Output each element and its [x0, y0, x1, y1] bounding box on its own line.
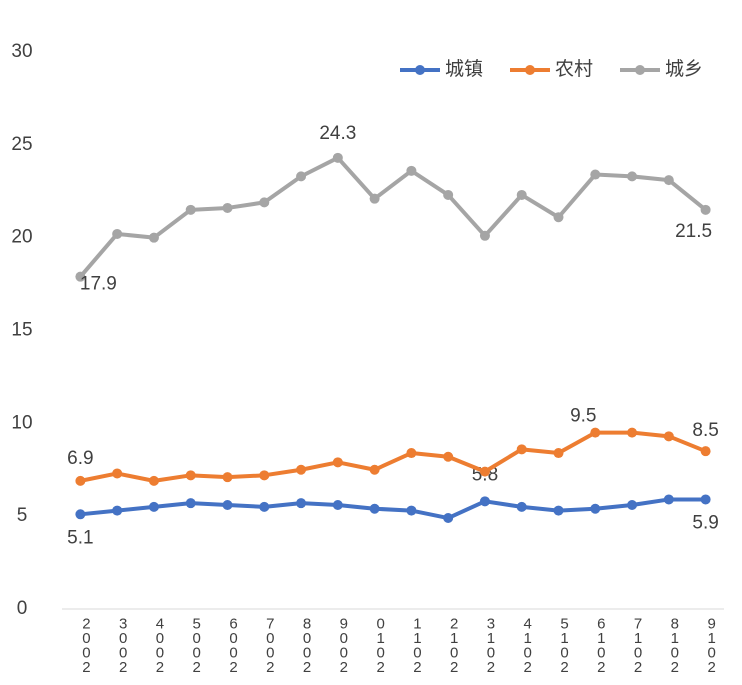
- data-label: 6.9: [67, 448, 93, 469]
- point: [663, 431, 674, 442]
- point: [259, 501, 270, 512]
- point: [332, 152, 343, 163]
- point: [369, 193, 380, 204]
- legend-label: 城乡: [665, 58, 703, 80]
- y-tick-label: 15: [11, 320, 32, 341]
- x-tick-label: 2009: [340, 615, 348, 676]
- x-tick-label: 2011: [413, 615, 421, 676]
- point: [296, 498, 307, 509]
- point: [75, 509, 86, 520]
- data-label: 24.3: [319, 123, 356, 144]
- point: [516, 189, 527, 200]
- point: [443, 189, 454, 200]
- point: [443, 451, 454, 462]
- data-label: 8.5: [692, 420, 718, 441]
- point: [369, 464, 380, 475]
- point: [112, 505, 123, 516]
- point: [185, 470, 196, 481]
- point: [222, 500, 233, 511]
- y-tick-label: 25: [11, 134, 32, 155]
- point: [185, 498, 196, 509]
- point: [553, 448, 564, 459]
- point: [406, 165, 417, 176]
- point: [406, 505, 417, 516]
- point: [590, 427, 601, 438]
- x-tick-label: 2013: [487, 615, 495, 676]
- x-tick-label: 2003: [119, 615, 127, 676]
- point: [700, 204, 711, 215]
- x-tick-label: 2008: [303, 615, 311, 676]
- point: [222, 202, 233, 213]
- legend-marker: [635, 65, 645, 75]
- x-tick-label: 2012: [450, 615, 458, 676]
- point: [627, 427, 638, 438]
- point: [590, 169, 601, 180]
- point: [516, 501, 527, 512]
- point: [553, 505, 564, 516]
- point: [700, 494, 711, 505]
- point: [332, 457, 343, 468]
- data-label: 5.9: [692, 512, 718, 533]
- point: [590, 503, 601, 514]
- point: [443, 513, 454, 524]
- legend-marker: [415, 65, 425, 75]
- x-tick-label: 2019: [707, 615, 715, 676]
- point: [516, 444, 527, 455]
- y-tick-label: 0: [17, 598, 28, 619]
- x-tick-label: 2002: [82, 615, 90, 676]
- x-tick-label: 2004: [156, 615, 164, 676]
- point: [75, 271, 86, 282]
- x-tick-label: 2016: [597, 615, 605, 676]
- point: [112, 228, 123, 239]
- series-line: [79, 430, 707, 483]
- point: [479, 230, 490, 241]
- x-tick-label: 2018: [671, 615, 679, 676]
- point: [148, 232, 159, 243]
- y-tick-label: 30: [11, 41, 32, 62]
- series-line: [78, 155, 707, 278]
- point: [369, 503, 380, 514]
- point: [259, 470, 270, 481]
- x-tick-label: 2005: [193, 615, 201, 676]
- point: [406, 448, 417, 459]
- legend-marker: [525, 65, 535, 75]
- point: [627, 171, 638, 182]
- point: [296, 464, 307, 475]
- x-tick-label: 2017: [634, 615, 642, 676]
- point: [112, 468, 123, 479]
- x-tick-label: 2010: [376, 615, 384, 676]
- series-line: [80, 497, 706, 521]
- data-label: 21.5: [675, 221, 712, 242]
- point: [479, 496, 490, 507]
- point: [700, 446, 711, 457]
- point: [259, 197, 270, 208]
- y-tick-label: 20: [11, 227, 32, 248]
- point: [663, 175, 674, 186]
- point: [296, 171, 307, 182]
- data-label: 17.9: [80, 274, 117, 295]
- point: [479, 466, 490, 477]
- legend-label: 城镇: [445, 58, 483, 80]
- y-tick-label: 10: [11, 412, 32, 433]
- point: [332, 500, 343, 511]
- x-tick-label: 2006: [229, 615, 237, 676]
- legend-label: 农村: [555, 58, 593, 80]
- point: [148, 475, 159, 486]
- x-tick-label: 2015: [560, 615, 568, 676]
- point: [148, 501, 159, 512]
- y-tick-label: 5: [17, 505, 28, 526]
- data-label: 9.5: [570, 406, 596, 427]
- point: [222, 472, 233, 483]
- x-tick-label: 2007: [266, 615, 274, 676]
- point: [627, 500, 638, 511]
- point: [663, 494, 674, 505]
- point: [75, 475, 86, 486]
- data-label: 5.1: [67, 527, 93, 548]
- point: [553, 212, 564, 223]
- x-tick-label: 2014: [524, 615, 532, 676]
- point: [185, 204, 196, 215]
